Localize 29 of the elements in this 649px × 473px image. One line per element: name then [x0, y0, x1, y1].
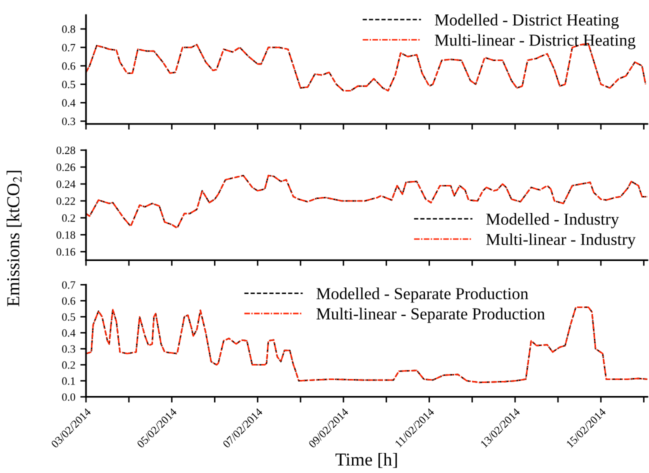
y-tick-label: 0.22	[56, 197, 75, 205]
y-tick-label: 0.4	[62, 329, 76, 337]
legend-label: Multi-linear - Industry	[486, 233, 636, 248]
y-tick-label: 0.26	[56, 164, 76, 172]
y-tick-label: 0.0	[62, 393, 76, 401]
legend-label: Modelled - Separate Production	[316, 288, 528, 303]
y-tick-label: 0.28	[56, 146, 76, 154]
y-axis-title: Emissions [ktCO$_{2}$]	[6, 170, 22, 306]
y-tick-label: 0.3	[62, 345, 76, 353]
x-axis-title: Time [h]	[335, 452, 397, 468]
y-tick-label: 0.7	[62, 281, 76, 289]
y-tick-label: 0.2	[62, 361, 75, 369]
y-tick-label: 0.1	[62, 377, 75, 385]
y-tick-label: 0.16	[56, 248, 76, 256]
legend-label: Modelled - District Heating	[434, 14, 619, 30]
legend-label: Multi-linear - Separate Production	[316, 308, 545, 323]
y-tick-label: 0.24	[56, 180, 76, 188]
y-tick-label: 0.5	[62, 313, 76, 321]
y-tick-label: 0.8	[62, 25, 76, 33]
y-tick-label: 0.4	[62, 99, 76, 107]
y-tick-label: 0.5	[62, 80, 76, 88]
y-tick-label: 0.6	[62, 297, 76, 305]
y-tick-label: 0.18	[56, 231, 76, 239]
y-tick-label: 0.3	[62, 118, 76, 126]
legend-label: Multi-linear - District Heating	[434, 34, 636, 50]
y-tick-label: 0.2	[62, 214, 75, 222]
legend-label: Modelled - Industry	[486, 213, 619, 228]
y-tick-label: 0.7	[62, 44, 76, 52]
y-tick-label: 0.6	[62, 62, 76, 70]
